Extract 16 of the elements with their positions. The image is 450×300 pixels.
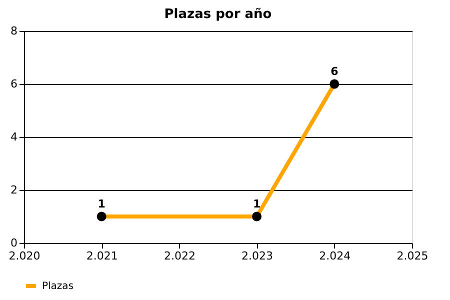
x-tick-label: 2.025 (396, 250, 428, 262)
x-tick-label: 2.023 (242, 250, 274, 262)
x-tick-label: 2.021 (86, 250, 118, 262)
data-label: 6 (330, 65, 339, 78)
chart-title: Plazas por año (164, 7, 272, 22)
data-label: 1 (98, 198, 106, 210)
x-tick-label: 2.024 (319, 250, 351, 262)
y-tick-label: 0 (10, 236, 18, 250)
x-tick-label: 2.020 (8, 250, 40, 262)
y-tick-label: 4 (10, 130, 18, 144)
y-tick-label: 2 (10, 184, 18, 196)
legend-label: Plazas (42, 281, 74, 292)
data-label: 1 (252, 198, 261, 210)
y-tick-label: 8 (10, 24, 18, 38)
y-tick-label: 6 (10, 78, 18, 90)
x-tick-label: 2.022 (164, 250, 196, 262)
